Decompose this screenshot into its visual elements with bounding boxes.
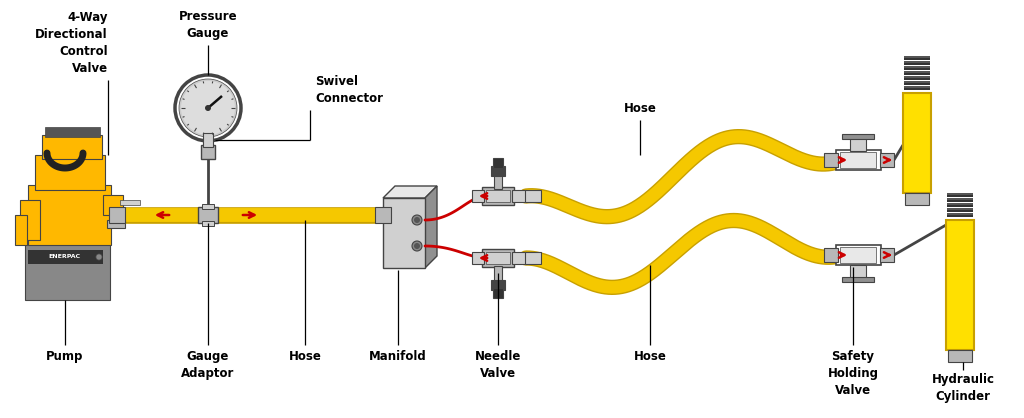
- Bar: [904, 86, 930, 90]
- Bar: [198, 207, 218, 223]
- Bar: [375, 207, 391, 223]
- Bar: [201, 145, 215, 159]
- Bar: [947, 198, 973, 200]
- Bar: [203, 133, 213, 147]
- Bar: [525, 190, 541, 202]
- Polygon shape: [383, 186, 437, 198]
- Text: Hose: Hose: [624, 102, 656, 115]
- Bar: [946, 220, 974, 350]
- Bar: [512, 252, 526, 264]
- Bar: [842, 277, 874, 282]
- Circle shape: [175, 75, 241, 141]
- Bar: [103, 195, 123, 215]
- Bar: [947, 193, 973, 197]
- Text: Gauge
Adaptor: Gauge Adaptor: [181, 350, 234, 380]
- Text: Swivel
Connector: Swivel Connector: [315, 75, 383, 105]
- Bar: [904, 81, 930, 85]
- Text: Manifold: Manifold: [369, 350, 427, 363]
- Bar: [904, 61, 930, 63]
- Bar: [850, 138, 866, 151]
- Bar: [947, 203, 973, 207]
- Bar: [472, 252, 484, 264]
- Bar: [494, 174, 502, 189]
- Bar: [850, 265, 866, 278]
- Bar: [904, 56, 930, 58]
- Bar: [493, 288, 503, 298]
- Bar: [490, 280, 505, 290]
- Bar: [904, 76, 930, 78]
- Text: Hose: Hose: [289, 350, 322, 363]
- Bar: [28, 250, 103, 264]
- Bar: [202, 204, 214, 209]
- Bar: [383, 198, 425, 268]
- Text: ENERPAC: ENERPAC: [48, 255, 80, 260]
- Circle shape: [412, 215, 422, 225]
- Circle shape: [414, 217, 420, 223]
- Bar: [45, 127, 100, 137]
- Bar: [836, 245, 881, 265]
- Circle shape: [412, 241, 422, 251]
- Bar: [947, 213, 973, 215]
- Text: Hydraulic
Cylinder: Hydraulic Cylinder: [932, 373, 994, 403]
- Bar: [904, 61, 930, 65]
- Bar: [35, 155, 105, 190]
- Bar: [106, 220, 125, 228]
- Text: 4-Way
Directional
Control
Valve: 4-Way Directional Control Valve: [36, 11, 108, 75]
- Bar: [109, 207, 125, 223]
- Bar: [512, 190, 526, 202]
- Circle shape: [205, 105, 211, 111]
- Circle shape: [414, 243, 420, 249]
- Bar: [947, 213, 973, 217]
- Bar: [903, 93, 931, 193]
- Bar: [836, 150, 881, 170]
- Bar: [904, 66, 930, 68]
- Bar: [202, 221, 214, 226]
- Bar: [486, 190, 510, 202]
- Bar: [840, 152, 876, 168]
- Bar: [120, 200, 140, 205]
- Bar: [25, 240, 110, 300]
- Bar: [948, 350, 972, 362]
- Bar: [947, 203, 973, 205]
- Bar: [20, 200, 40, 240]
- Bar: [824, 248, 838, 262]
- Bar: [947, 208, 973, 210]
- Bar: [842, 134, 874, 139]
- Text: Safety
Holding
Valve: Safety Holding Valve: [827, 350, 879, 397]
- Bar: [904, 81, 930, 83]
- Bar: [905, 193, 929, 205]
- Circle shape: [179, 79, 237, 137]
- Text: Needle
Valve: Needle Valve: [475, 350, 521, 380]
- Bar: [28, 185, 111, 245]
- Bar: [490, 166, 505, 176]
- Bar: [525, 252, 541, 264]
- Bar: [904, 66, 930, 70]
- Bar: [947, 198, 973, 202]
- Bar: [15, 215, 27, 245]
- Bar: [880, 248, 894, 262]
- Bar: [42, 135, 102, 159]
- Bar: [494, 266, 502, 281]
- Bar: [904, 86, 930, 88]
- Bar: [482, 187, 514, 205]
- Text: Pump: Pump: [46, 350, 84, 363]
- Bar: [482, 249, 514, 267]
- Bar: [824, 153, 838, 167]
- Polygon shape: [425, 186, 437, 268]
- Circle shape: [181, 81, 234, 135]
- Bar: [904, 76, 930, 80]
- Bar: [840, 247, 876, 263]
- Bar: [904, 71, 930, 75]
- Bar: [947, 193, 973, 195]
- Text: Hose: Hose: [634, 350, 667, 363]
- Bar: [493, 158, 503, 168]
- Text: Pressure
Gauge: Pressure Gauge: [178, 10, 238, 40]
- Bar: [486, 252, 510, 264]
- Circle shape: [96, 254, 102, 260]
- Bar: [880, 153, 894, 167]
- Bar: [904, 56, 930, 60]
- Bar: [947, 208, 973, 212]
- Bar: [904, 71, 930, 73]
- Bar: [472, 190, 484, 202]
